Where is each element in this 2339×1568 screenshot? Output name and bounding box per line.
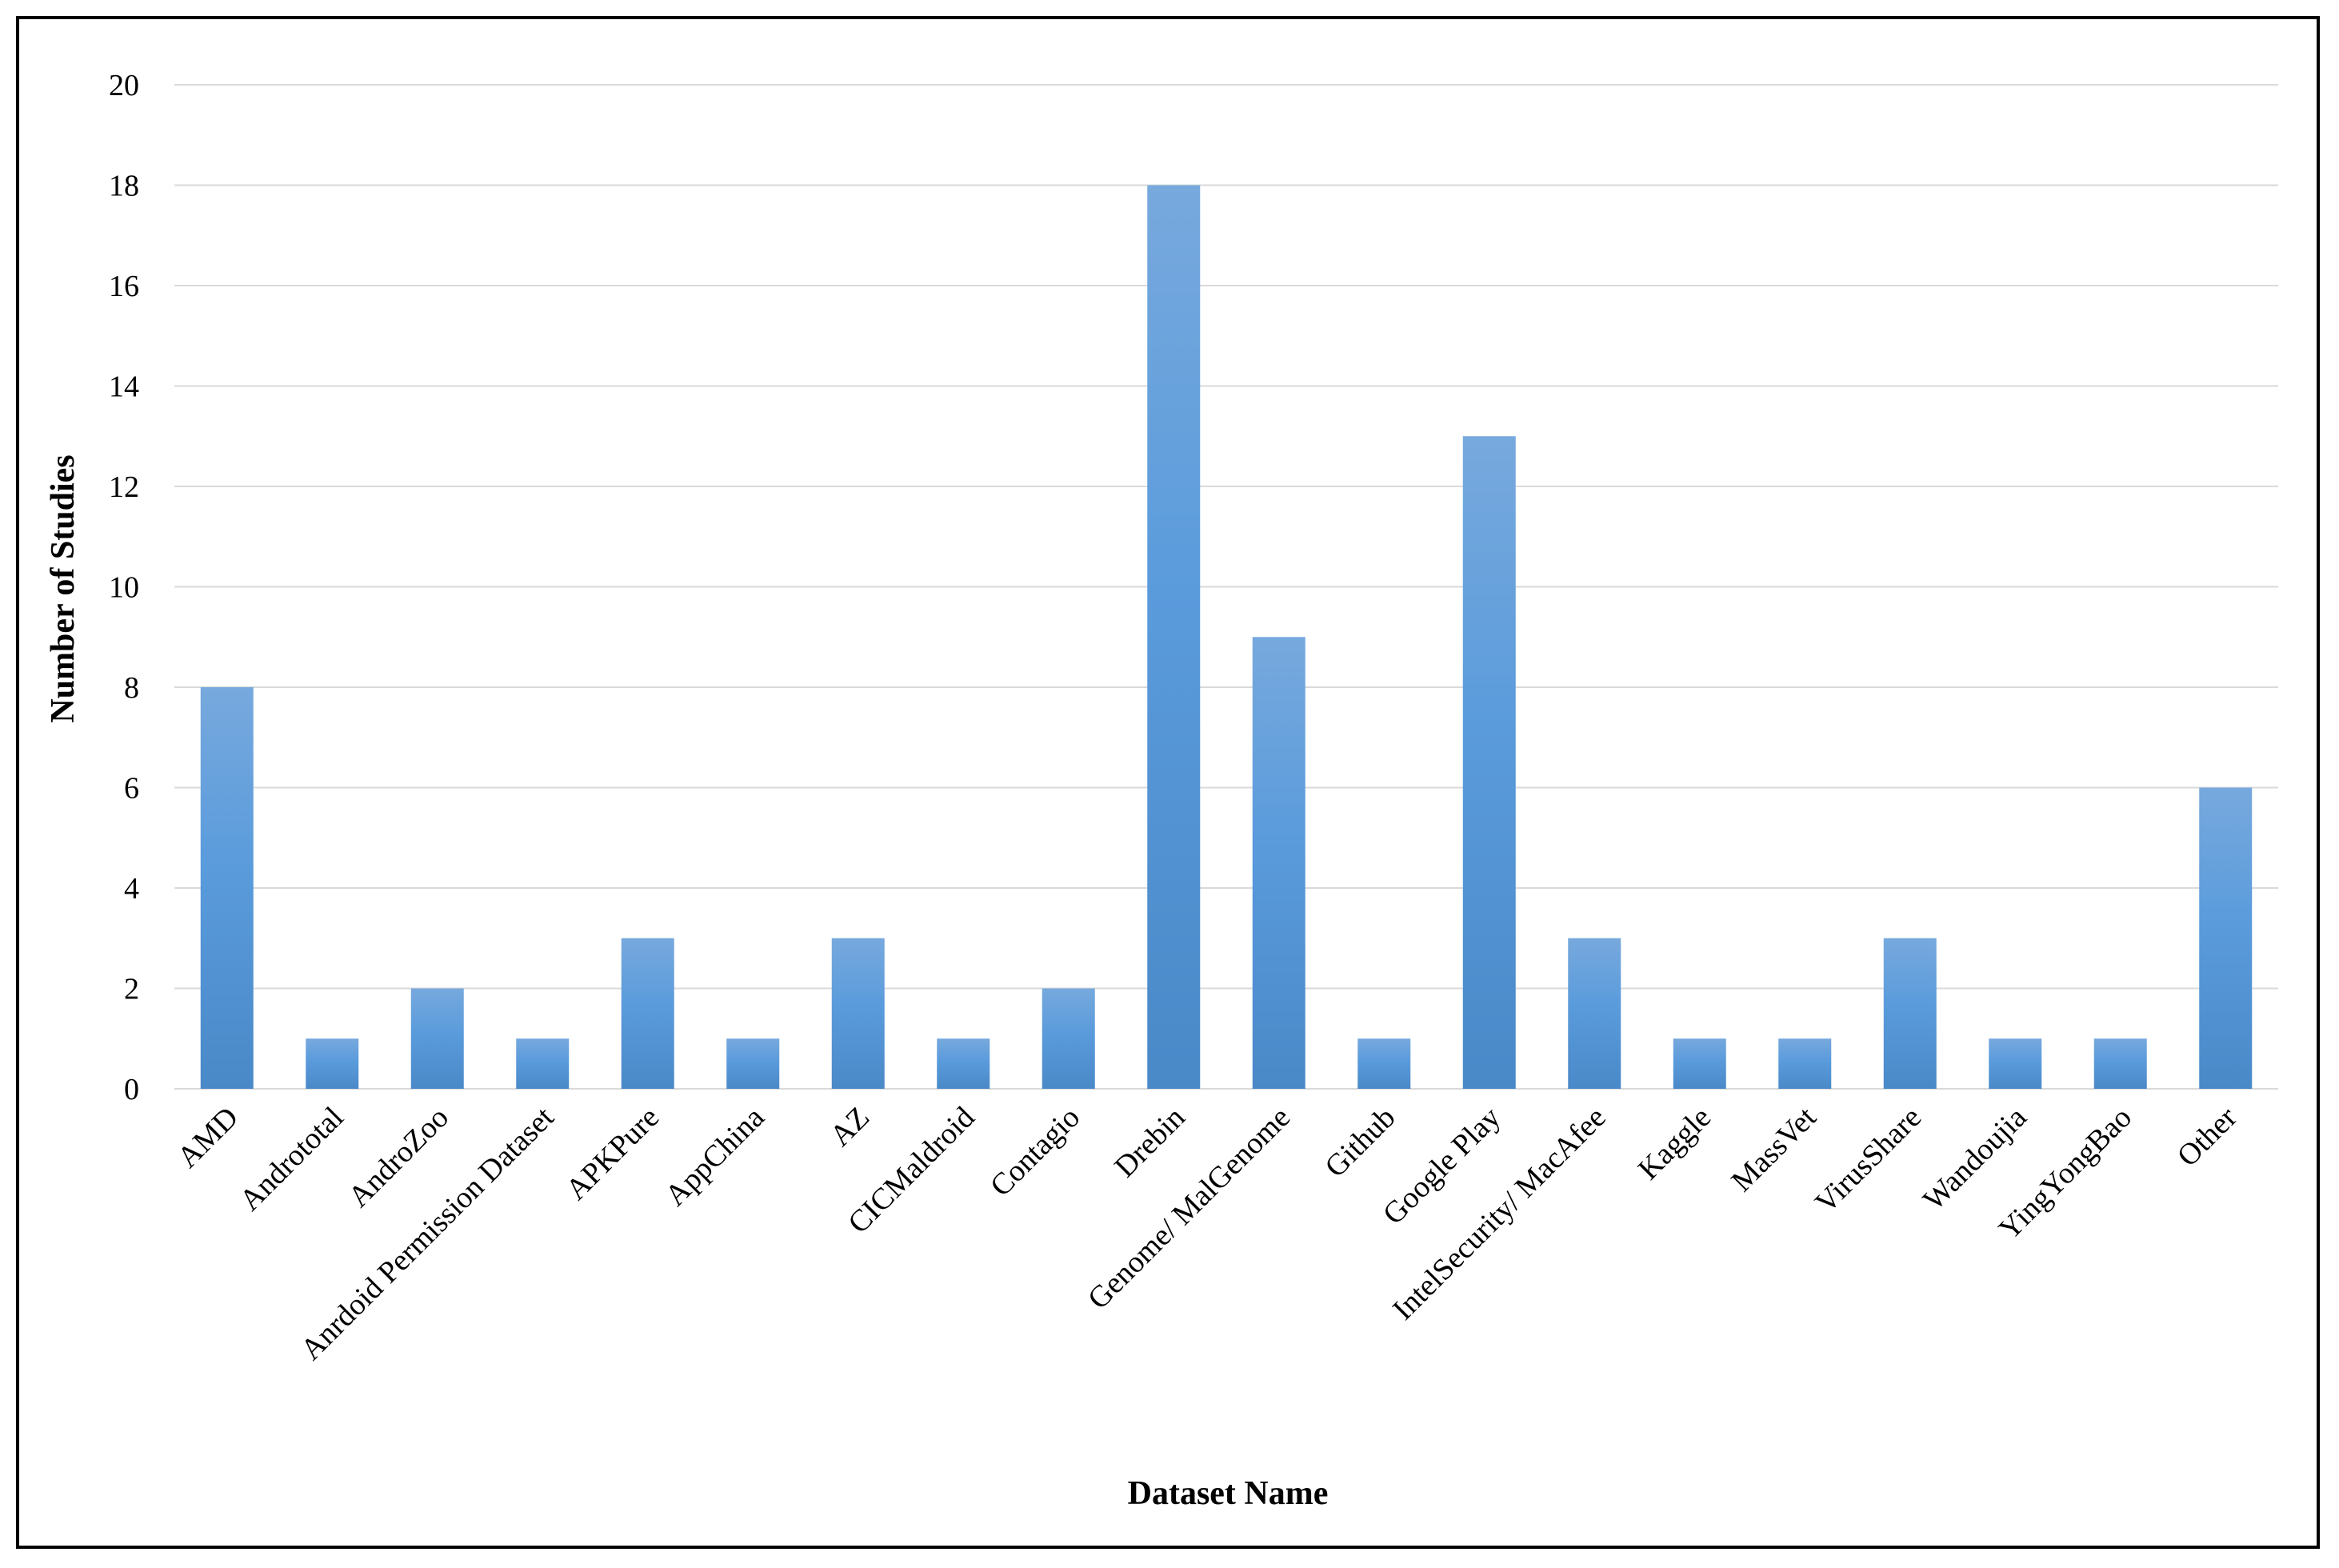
bar	[1147, 185, 1201, 1089]
y-tick-label: 18	[109, 170, 139, 203]
x-tick-label: Contagio	[984, 1101, 1086, 1203]
y-axis-title: Number of Studies	[45, 454, 82, 722]
bar	[831, 938, 885, 1089]
y-tick-label: 0	[124, 1073, 139, 1106]
x-tick-label: Genome/ MalGenome	[1082, 1101, 1297, 1316]
y-tick-label: 16	[109, 270, 139, 303]
bar	[621, 938, 674, 1089]
x-tick-label: IntelSecurity/ MacAfee	[1386, 1101, 1613, 1327]
y-tick-label: 10	[109, 571, 139, 605]
x-tick-label: VirusShare	[1809, 1101, 1928, 1220]
x-tick-label: Andrototal	[233, 1101, 350, 1218]
bar	[410, 988, 464, 1089]
x-tick-label: AMD	[171, 1101, 245, 1174]
y-tick-label: 8	[124, 671, 139, 705]
bar	[1989, 1038, 2042, 1089]
y-tick-label: 14	[109, 370, 139, 404]
bar	[516, 1038, 570, 1089]
x-tick-label: AndroZoo	[342, 1101, 455, 1214]
bar	[200, 687, 254, 1089]
bar	[1462, 436, 1516, 1089]
bars	[200, 185, 2253, 1089]
x-tick-label: APKPure	[559, 1101, 666, 1207]
x-axis-title: Dataset Name	[1128, 1475, 1329, 1512]
bar	[1357, 1038, 1411, 1089]
y-tick-label: 2	[124, 973, 139, 1006]
x-tick-label: Github	[1318, 1101, 1401, 1184]
bar	[937, 1038, 990, 1089]
bar	[1568, 938, 1621, 1089]
x-tick-label: Kaggle	[1632, 1101, 1717, 1186]
y-tick-label: 12	[109, 470, 139, 504]
x-tick-label: Other	[2171, 1100, 2244, 1173]
bar	[1673, 1038, 1726, 1089]
bar	[1252, 637, 1305, 1089]
y-tick-label: 4	[124, 872, 139, 906]
bar	[2199, 787, 2253, 1089]
y-tick-label: 6	[124, 772, 139, 806]
x-tick-label: AZ	[824, 1101, 877, 1154]
x-tick-label: MassVet	[1725, 1100, 1823, 1198]
bar	[726, 1038, 780, 1089]
bar	[1778, 1038, 1832, 1089]
bar	[1042, 988, 1095, 1089]
bar	[306, 1038, 359, 1089]
x-tick-label: AppChina	[658, 1101, 770, 1213]
y-tick-label: 20	[109, 69, 139, 102]
bar	[1883, 938, 1937, 1089]
x-tick-label: Drebin	[1108, 1101, 1191, 1184]
y-axis-ticks: 0 2 4 6 8 10 12 14 16 18 20	[109, 69, 139, 1106]
gridlines	[174, 84, 2278, 1090]
bar	[2093, 1038, 2147, 1089]
